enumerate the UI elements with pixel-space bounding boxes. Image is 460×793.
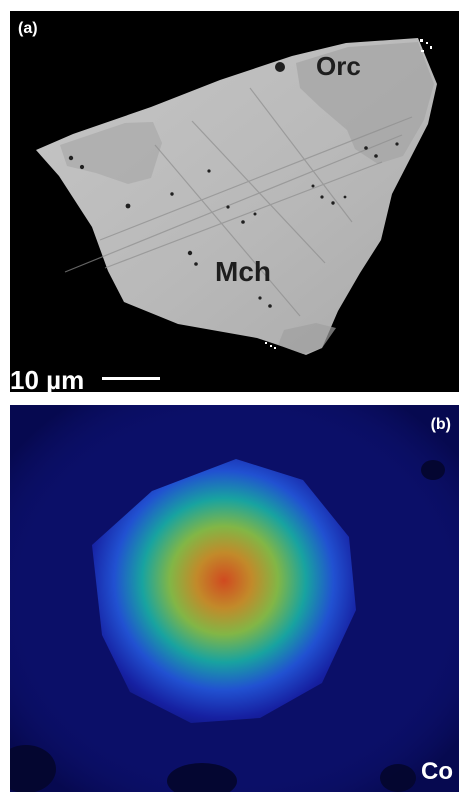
panel-b: (b) Co [10, 405, 459, 792]
left-dark-zone [60, 122, 162, 184]
orc-region [296, 42, 434, 164]
mch-label: Mch [215, 256, 271, 287]
orc-label: Orc [316, 51, 361, 81]
pores [68, 62, 399, 308]
dark-voids [10, 460, 445, 792]
panel-a: (a) Orc Mch 10 µm [10, 11, 459, 392]
panel-a-label: (a) [18, 20, 38, 37]
element-label: Co [421, 758, 453, 785]
edge-fade [10, 405, 459, 792]
cobalt-map [10, 405, 459, 792]
bse-image [10, 11, 459, 392]
scale-label: 10 µm [10, 365, 85, 392]
bottom-dark-zone [278, 323, 336, 354]
scale-bar [102, 377, 160, 380]
bright-specks [265, 39, 432, 349]
scratches [64, 87, 413, 317]
panel-b-label: (b) [430, 416, 451, 433]
